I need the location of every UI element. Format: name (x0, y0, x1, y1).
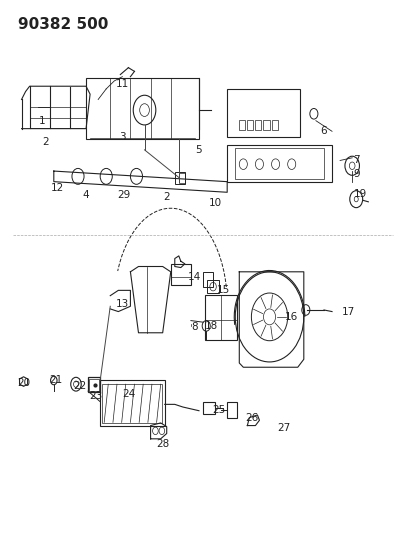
Text: 21: 21 (49, 375, 62, 385)
Bar (227, 402, 237, 418)
Bar (271, 120, 277, 130)
Bar (247, 120, 253, 130)
Text: 2: 2 (43, 137, 49, 147)
Bar (171, 264, 190, 285)
Bar (263, 120, 269, 130)
Bar (239, 120, 245, 130)
Text: 17: 17 (341, 306, 354, 317)
Bar (89, 379, 99, 391)
Bar (207, 280, 219, 293)
Bar (178, 173, 184, 183)
Text: 22: 22 (73, 381, 86, 391)
Text: 29: 29 (117, 190, 131, 200)
Text: 27: 27 (276, 423, 290, 433)
Text: 16: 16 (284, 312, 298, 322)
Text: 15: 15 (216, 285, 229, 295)
Bar (86, 78, 198, 139)
Text: 7: 7 (352, 156, 359, 165)
Text: 25: 25 (212, 405, 225, 415)
Text: 8: 8 (191, 322, 198, 333)
Text: 9: 9 (352, 169, 359, 179)
Bar (234, 148, 323, 179)
Bar (174, 172, 184, 184)
Text: 19: 19 (353, 189, 366, 199)
Text: 10: 10 (208, 198, 221, 208)
Text: 12: 12 (51, 183, 64, 193)
Text: 4: 4 (83, 190, 89, 200)
Text: 1: 1 (38, 116, 45, 126)
Bar (202, 402, 215, 414)
Text: 28: 28 (156, 439, 169, 449)
Text: 3: 3 (119, 132, 126, 142)
Bar (88, 377, 100, 392)
Text: 6: 6 (320, 126, 326, 136)
Bar (227, 89, 299, 136)
Bar (227, 144, 331, 182)
Text: 2: 2 (163, 191, 170, 201)
Text: 13: 13 (115, 298, 129, 309)
Bar (100, 381, 164, 425)
Text: 26: 26 (244, 413, 257, 423)
Text: 20: 20 (17, 378, 30, 388)
Text: 11: 11 (115, 78, 129, 88)
Text: 90382 500: 90382 500 (17, 17, 108, 33)
Text: 18: 18 (204, 321, 217, 331)
Bar (202, 272, 213, 287)
Text: 5: 5 (195, 145, 202, 155)
Text: 14: 14 (188, 272, 201, 282)
Bar (255, 120, 261, 130)
Bar (205, 295, 237, 340)
Text: 24: 24 (122, 389, 135, 399)
Text: 23: 23 (89, 391, 102, 401)
Bar (102, 384, 162, 423)
